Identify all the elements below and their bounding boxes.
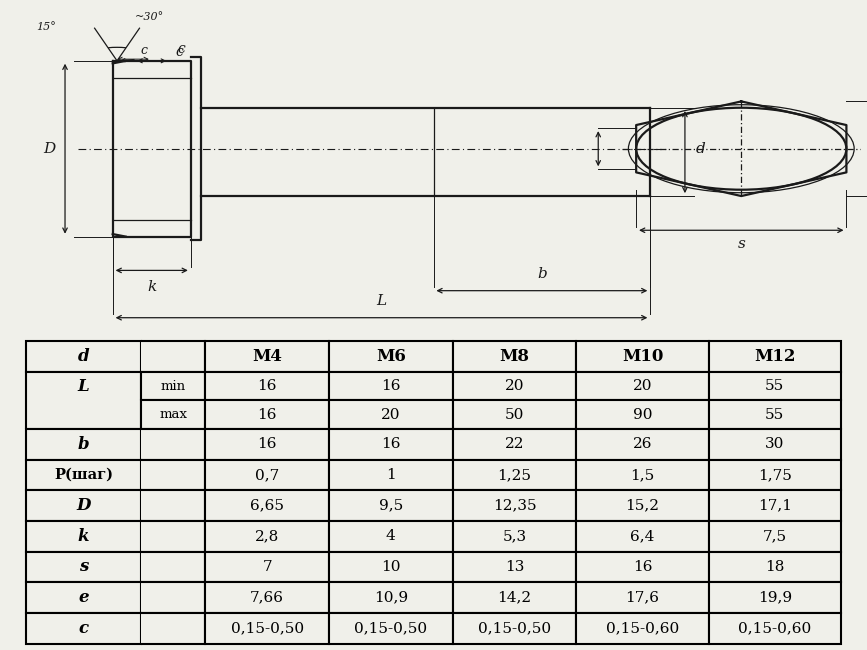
Text: c: c [175, 45, 183, 59]
Text: b: b [537, 266, 547, 281]
Text: ~30°: ~30° [134, 12, 164, 22]
Text: c: c [178, 42, 186, 56]
Text: D: D [43, 142, 55, 156]
Text: c: c [140, 44, 147, 57]
Text: d: d [695, 142, 706, 156]
Text: s: s [737, 237, 746, 251]
Text: 15°: 15° [36, 22, 56, 32]
Text: L: L [376, 294, 387, 308]
Text: k: k [147, 280, 156, 294]
